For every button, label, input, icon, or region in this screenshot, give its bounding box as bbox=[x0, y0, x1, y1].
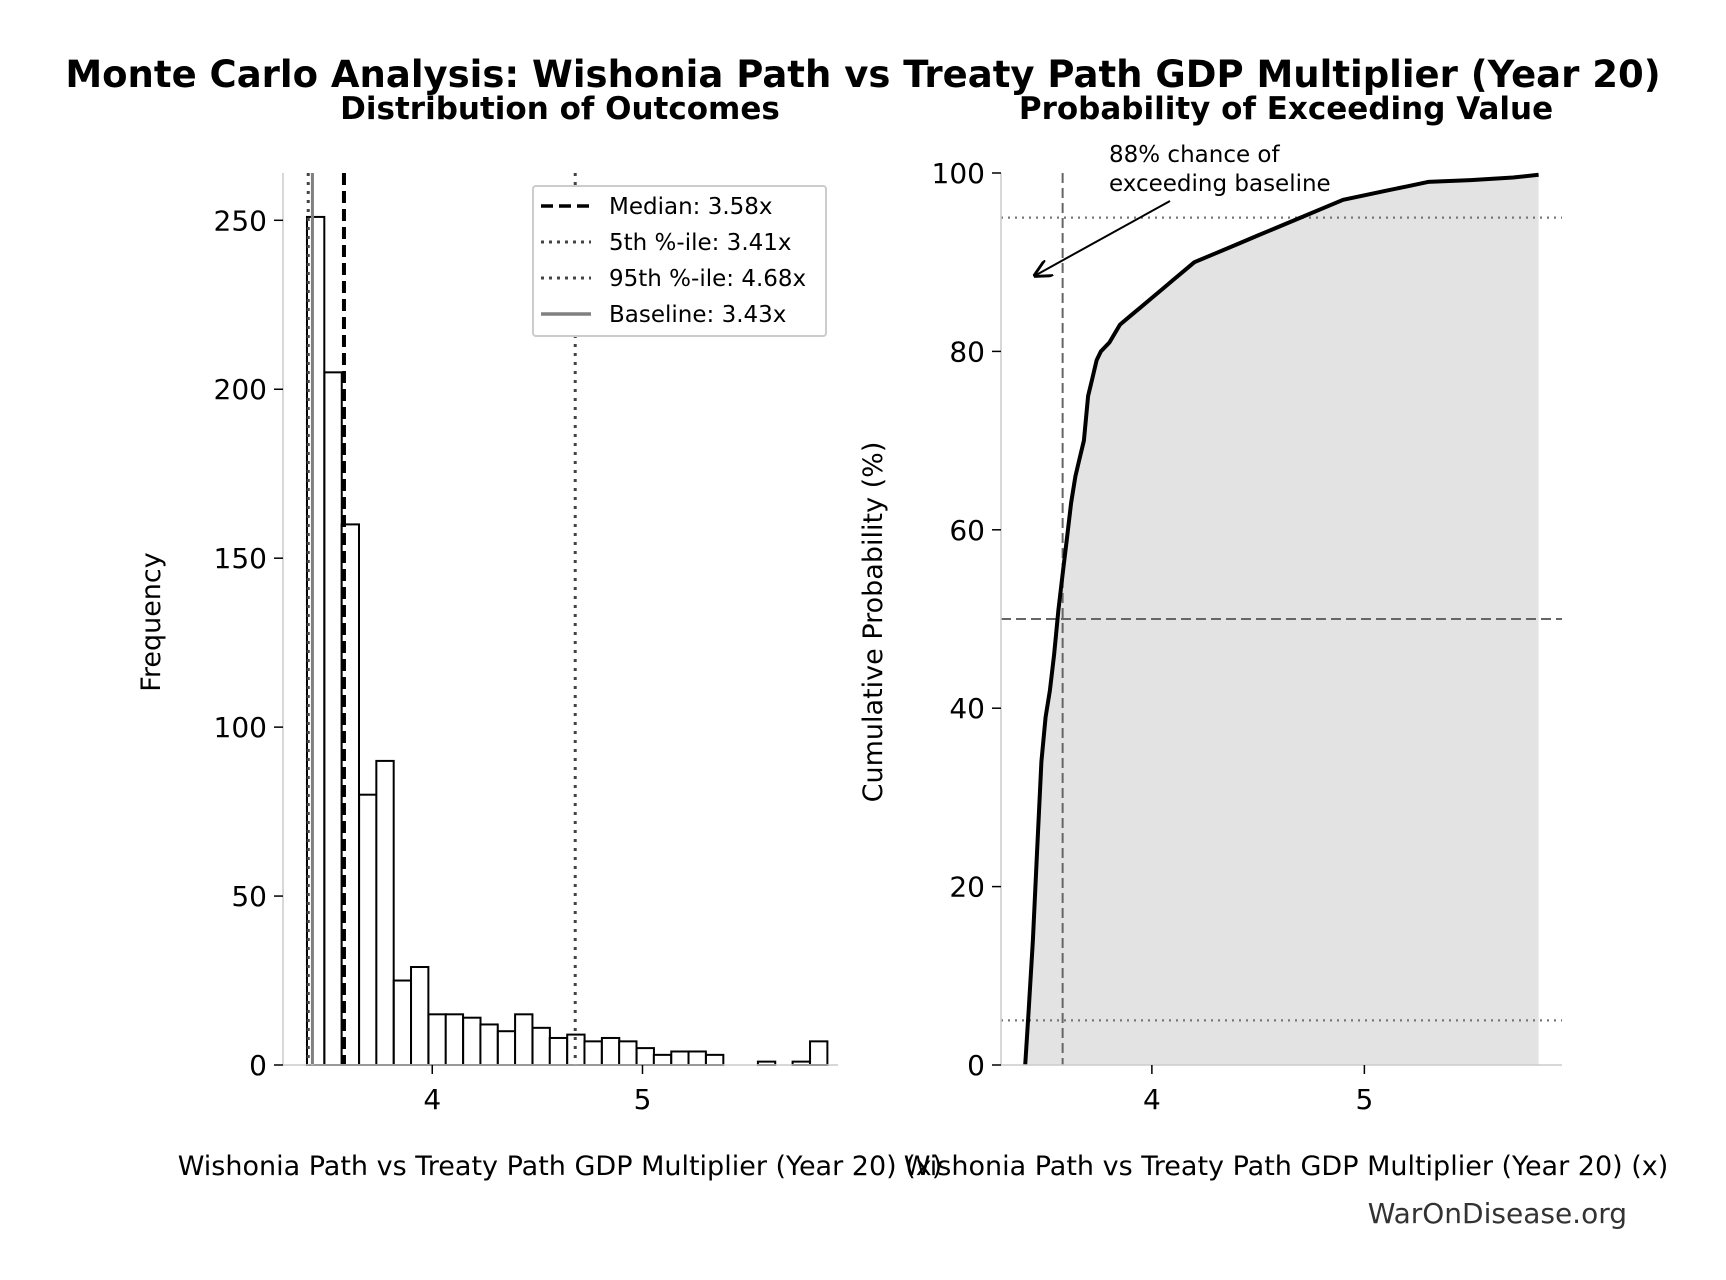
histogram-bar-10 bbox=[479, 1023, 499, 1067]
exceedance-x-tick-label: 5 bbox=[1355, 1083, 1373, 1116]
histogram-panel: Distribution of Outcomes 0 50 100 150 200 250… bbox=[136, 91, 942, 1182]
exceedance-title: Probability of Exceeding Value bbox=[1019, 91, 1553, 127]
annotation-arrow bbox=[1035, 200, 1171, 276]
histogram-bar-5 bbox=[392, 979, 413, 1066]
annotation-line-2: exceeding baseline bbox=[1109, 171, 1331, 197]
exceedance-area bbox=[1025, 174, 1539, 1066]
legend-label-median: Median: 3.58x bbox=[609, 194, 773, 220]
histogram-title: Distribution of Outcomes bbox=[340, 91, 780, 127]
exceedance-y-tick-label: 80 bbox=[949, 335, 985, 368]
exceedance-annotation: 88% chance of exceeding baseline bbox=[1035, 142, 1331, 276]
histogram-y-tick-label: 150 bbox=[214, 542, 267, 575]
annotation-line-1: 88% chance of bbox=[1109, 142, 1281, 168]
histogram-bar-12 bbox=[514, 1013, 534, 1066]
histogram-bar-1 bbox=[323, 371, 343, 1066]
exceedance-y-tick-label: 20 bbox=[949, 871, 985, 904]
exceedance-y-tick-label: 100 bbox=[932, 157, 985, 190]
histogram-bars bbox=[305, 215, 829, 1067]
histogram-reference-lines bbox=[306, 173, 577, 1065]
histogram-bar-23 bbox=[704, 1053, 725, 1067]
exceedance-reference-lines bbox=[1001, 173, 1562, 1065]
histogram-bar-9 bbox=[462, 1016, 482, 1066]
exceedance-y-ticks: 0 20 40 60 80 100 bbox=[932, 157, 1001, 1082]
histogram-x-tick-label: 5 bbox=[634, 1083, 652, 1116]
histogram-bar-14 bbox=[548, 1036, 569, 1067]
histogram-bar-19 bbox=[635, 1047, 655, 1067]
exceedance-y-tick-label: 60 bbox=[949, 514, 985, 547]
histogram-x-label: Wishonia Path vs Treaty Path GDP Multipl… bbox=[178, 1151, 943, 1182]
histogram-y-tick-label: 0 bbox=[249, 1049, 267, 1082]
histogram-bar-4 bbox=[375, 759, 395, 1067]
exceedance-y-tick-label: 40 bbox=[949, 692, 985, 725]
histogram-bar-22 bbox=[687, 1050, 707, 1067]
histogram-bar-13 bbox=[531, 1026, 551, 1067]
histogram-bar-7 bbox=[427, 1013, 447, 1066]
histogram-y-tick-label: 250 bbox=[214, 204, 267, 237]
figure-title: Monte Carlo Analysis: Wishonia Path vs T… bbox=[65, 53, 1660, 96]
histogram-y-tick-label: 50 bbox=[231, 880, 267, 913]
watermark: WarOnDisease.org bbox=[1368, 1197, 1627, 1230]
legend-label-p95: 95th %-ile: 4.68x bbox=[609, 266, 806, 292]
histogram-bar-16 bbox=[583, 1040, 603, 1067]
histogram-bar-18 bbox=[618, 1040, 638, 1067]
histogram-y-tick-label: 200 bbox=[214, 373, 267, 406]
histogram-y-label: Frequency bbox=[136, 552, 167, 692]
exceedance-y-label: Cumulative Probability (%) bbox=[858, 442, 889, 803]
histogram-bar-8 bbox=[444, 1013, 465, 1066]
histogram-bar-11 bbox=[496, 1030, 517, 1067]
exceedance-x-tick-label: 4 bbox=[1143, 1083, 1161, 1116]
exceedance-x-label: Wishonia Path vs Treaty Path GDP Multipl… bbox=[904, 1151, 1669, 1182]
legend-frame bbox=[532, 185, 827, 337]
histogram-bar-21 bbox=[670, 1050, 690, 1067]
legend-label-baseline: Baseline: 3.43x bbox=[609, 302, 786, 328]
histogram-bar-20 bbox=[652, 1053, 673, 1067]
histogram-bar-29 bbox=[809, 1040, 829, 1067]
histogram-y-ticks: 0 50 100 150 200 250 bbox=[214, 204, 283, 1082]
exceedance-curve bbox=[1023, 172, 1539, 1066]
histogram-bar-3 bbox=[358, 793, 378, 1066]
legend: Median: 3.58x 5th %-ile: 3.41x 95th %-il… bbox=[532, 185, 827, 337]
legend-label-p5: 5th %-ile: 3.41x bbox=[609, 230, 792, 256]
histogram-y-tick-label: 100 bbox=[214, 711, 267, 744]
histogram-bar-6 bbox=[410, 966, 430, 1066]
exceedance-y-tick-label: 0 bbox=[967, 1049, 985, 1082]
histogram-x-tick-label: 4 bbox=[423, 1083, 441, 1116]
exceedance-panel: Probability of Exceeding Value 0 20 40 60 80… bbox=[858, 91, 1668, 1182]
histogram-bar-17 bbox=[600, 1036, 621, 1067]
